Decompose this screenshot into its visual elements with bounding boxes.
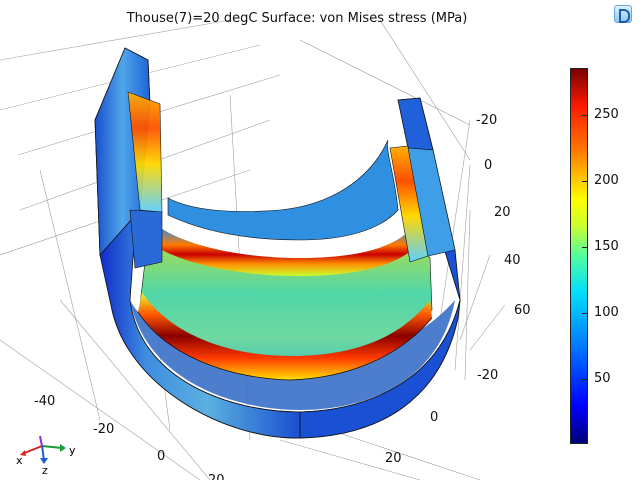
tick-right-upper-3: 40	[504, 253, 521, 268]
triad-label-y: y	[69, 444, 76, 457]
tick-right-upper-0: -20	[476, 113, 497, 128]
cylinder-body	[94, 47, 461, 439]
triad-label-z: z	[42, 464, 48, 476]
axis-triad: x z y	[16, 435, 76, 476]
colorbar-label-50: 50	[594, 371, 611, 386]
colorbar-label-100: 100	[594, 305, 619, 320]
colorbar	[570, 68, 588, 444]
tick-left-0: -40	[34, 394, 55, 409]
plot-title: Thouse(7)=20 degC Surface: von Mises str…	[126, 11, 468, 26]
tick-right-upper-2: 20	[494, 205, 511, 220]
axis-ticks: -40 -20 0 20 -20 0 20 40 60 -20 0 20	[34, 113, 531, 480]
colorbar-label-200: 200	[594, 173, 619, 188]
tick-right-upper-1: 0	[484, 158, 492, 173]
colorbar-label-250: 250	[594, 107, 619, 122]
tick-right-upper-4: 60	[514, 303, 531, 318]
triad-label-x: x	[16, 454, 23, 467]
tick-left-3: 20	[208, 473, 225, 480]
tick-right-lower-0: -20	[477, 368, 498, 383]
tick-left-2: 0	[157, 449, 165, 464]
tick-right-lower-1: 0	[430, 410, 438, 425]
grid-lines	[0, 19, 506, 480]
colorbar-label-150: 150	[594, 239, 619, 254]
tick-right-lower-2: 20	[385, 451, 402, 466]
comsol-logo-icon[interactable]	[614, 5, 632, 23]
tick-left-1: -20	[93, 422, 114, 437]
